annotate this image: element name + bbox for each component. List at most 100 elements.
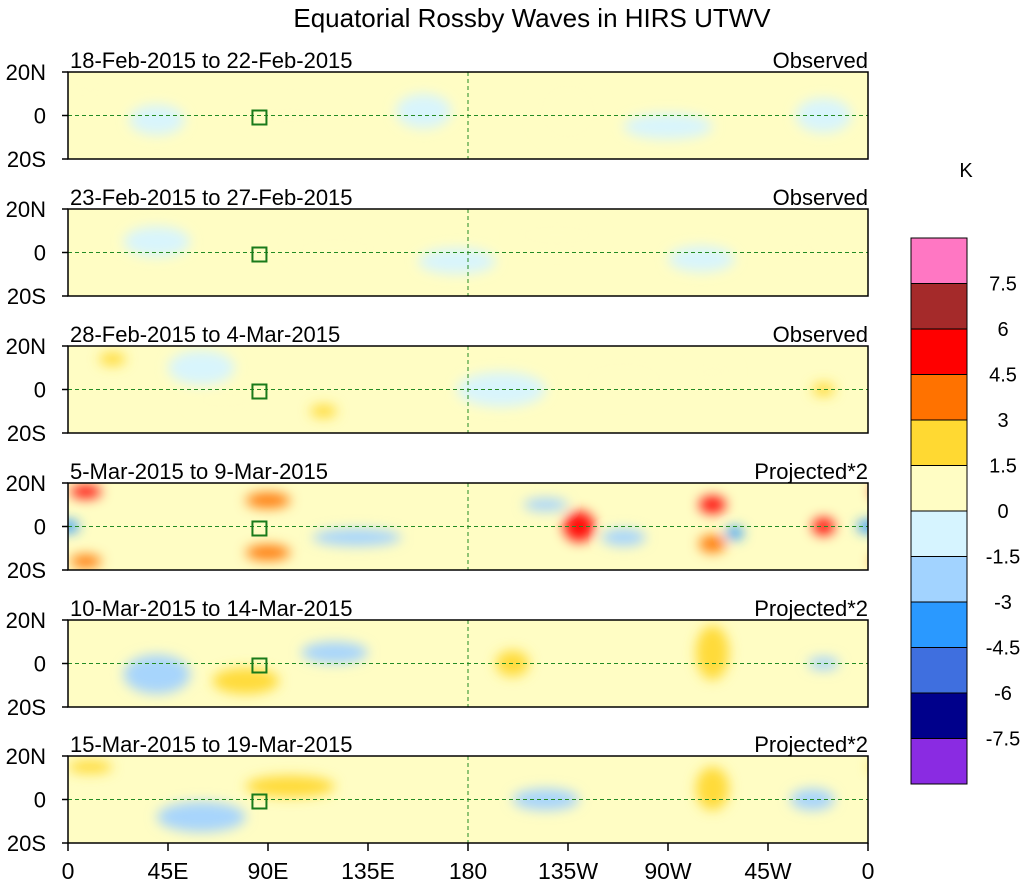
- anomaly-blob: [245, 544, 291, 561]
- anomaly-blob: [812, 382, 835, 397]
- region-box: [251, 657, 268, 674]
- region-box: [251, 109, 268, 126]
- panel-date-label: 5-Mar-2015 to 9-Mar-2015: [70, 459, 328, 484]
- colorbar-swatch: [910, 374, 968, 421]
- x-tick-label: 135W: [538, 858, 598, 884]
- y-tick-label: 20S: [7, 284, 46, 309]
- anomaly-blob: [68, 760, 113, 774]
- anomaly-blob: [695, 766, 730, 811]
- region-box: [251, 246, 268, 263]
- colorbar-swatch: [910, 465, 968, 512]
- panel-date-label: 18-Feb-2015 to 22-Feb-2015: [70, 48, 353, 73]
- anomaly-blob: [812, 517, 835, 536]
- anomaly-blob: [856, 82, 868, 96]
- anomaly-blob: [190, 387, 257, 414]
- anomaly-blob: [699, 496, 726, 514]
- y-tick-label: 0: [34, 788, 46, 813]
- x-tick-label: 90E: [248, 858, 289, 884]
- anomaly-field: [123, 219, 824, 275]
- y-tick-label: 20S: [7, 558, 46, 583]
- y-tick-label: 20S: [7, 831, 46, 856]
- colorbar-unit: K: [959, 160, 973, 182]
- x-tick-label: 180: [449, 858, 487, 884]
- y-tick-label: 0: [34, 241, 46, 266]
- anomaly-field: [68, 78, 868, 144]
- y-tick-label: 20S: [7, 421, 46, 446]
- panel-3: 28-Feb-2015 to 4-Mar-2015 Observed 20N 0 20S: [6, 322, 869, 446]
- anomaly-blob: [310, 404, 337, 418]
- y-tick-label: 20N: [6, 334, 46, 359]
- y-tick-label: 20N: [6, 197, 46, 222]
- panel-date-label: 28-Feb-2015 to 4-Mar-2015: [70, 322, 340, 347]
- panel-5: 10-Mar-2015 to 14-Mar-2015 Projected*2 20N…: [6, 596, 869, 720]
- region-box: [251, 520, 268, 537]
- y-tick-label: 20N: [6, 60, 46, 85]
- colorbar-label: -3: [994, 592, 1012, 614]
- panel-date-label: 15-Mar-2015 to 19-Mar-2015: [70, 732, 352, 757]
- anomaly-blob: [123, 654, 191, 694]
- anomaly-blob: [123, 226, 191, 257]
- panel-1: 18-Feb-2015 to 22-Feb-2015 Observed 20N 0 20…: [6, 48, 869, 172]
- anomaly-blob: [690, 361, 735, 383]
- panel-kind-label: Projected*2: [754, 459, 868, 484]
- panel-kind-label: Observed: [773, 48, 868, 73]
- panel-kind-label: Projected*2: [754, 596, 868, 621]
- colorbar-swatch: [910, 647, 968, 694]
- region-box: [251, 383, 268, 400]
- y-tick-label: 20N: [6, 471, 46, 496]
- panel-4: 5-Mar-2015 to 9-Mar-2015 Projected*2 20N 0 2…: [6, 459, 901, 583]
- panel-date-label: 10-Mar-2015 to 14-Mar-2015: [70, 596, 352, 621]
- y-tick-label: 20S: [7, 147, 46, 172]
- anomaly-blob: [579, 356, 668, 401]
- panel-kind-label: Observed: [773, 185, 868, 210]
- anomaly-blob: [870, 485, 901, 498]
- panel-kind-label: Observed: [773, 322, 868, 347]
- colorbar-swatch: [910, 283, 968, 330]
- colorbar: 7.5 6 4.5 3 1.5 0 -1.5 -3 -4.5 -6 -7.5: [910, 237, 1020, 785]
- anomaly-field: [68, 760, 835, 833]
- anomaly-blob: [779, 237, 824, 268]
- colorbar-swatch: [910, 419, 968, 466]
- anomaly-blob: [395, 93, 452, 129]
- x-tick-label: 0: [862, 858, 875, 884]
- y-tick-label: 20N: [6, 744, 46, 769]
- colorbar-label: 7.5: [989, 274, 1017, 296]
- y-tick-label: 0: [34, 515, 46, 540]
- x-tick-label: 90W: [644, 858, 692, 884]
- anomaly-blob: [301, 641, 368, 664]
- panel-2: 23-Feb-2015 to 27-Feb-2015 Observed 20N 0 20…: [6, 185, 869, 309]
- anomaly-blob: [70, 554, 102, 568]
- colorbar-swatch: [910, 738, 968, 785]
- anomaly-blob: [245, 492, 291, 509]
- anomaly-blob: [240, 102, 341, 129]
- anomaly-blob: [168, 350, 235, 386]
- anomaly-field: [123, 625, 840, 694]
- chart-title: Equatorial Rossby Waves in HIRS UTWV: [293, 3, 771, 33]
- anomaly-blob: [245, 775, 335, 798]
- anomaly-blob: [534, 78, 602, 144]
- colorbar-label: 3: [997, 410, 1008, 432]
- colorbar-swatch: [910, 601, 968, 648]
- anomaly-blob: [212, 667, 280, 694]
- x-tick-label: 0: [62, 858, 75, 884]
- colorbar-label: 0: [997, 501, 1008, 523]
- anomaly-blob: [601, 528, 646, 547]
- x-tick-label: 45W: [744, 858, 792, 884]
- colorbar-label: -7.5: [986, 729, 1020, 751]
- anomaly-blob: [795, 98, 852, 133]
- anomaly-blob: [699, 535, 726, 553]
- region-box: [251, 793, 268, 810]
- anomaly-blob: [156, 801, 246, 833]
- y-tick-label: 20S: [7, 695, 46, 720]
- panel-6: 15-Mar-2015 to 19-Mar-2015 Projected*2 20N…: [6, 732, 869, 856]
- y-tick-label: 0: [34, 104, 46, 129]
- anomaly-blob: [623, 113, 713, 140]
- colorbar-label: -6: [994, 683, 1012, 705]
- panel-kind-label: Projected*2: [754, 732, 868, 757]
- anomaly-blob: [312, 528, 402, 547]
- anomaly-blob: [68, 80, 124, 99]
- colorbar-label: 6: [997, 319, 1008, 341]
- y-tick-label: 20N: [6, 608, 46, 633]
- anomaly-blob: [668, 245, 735, 273]
